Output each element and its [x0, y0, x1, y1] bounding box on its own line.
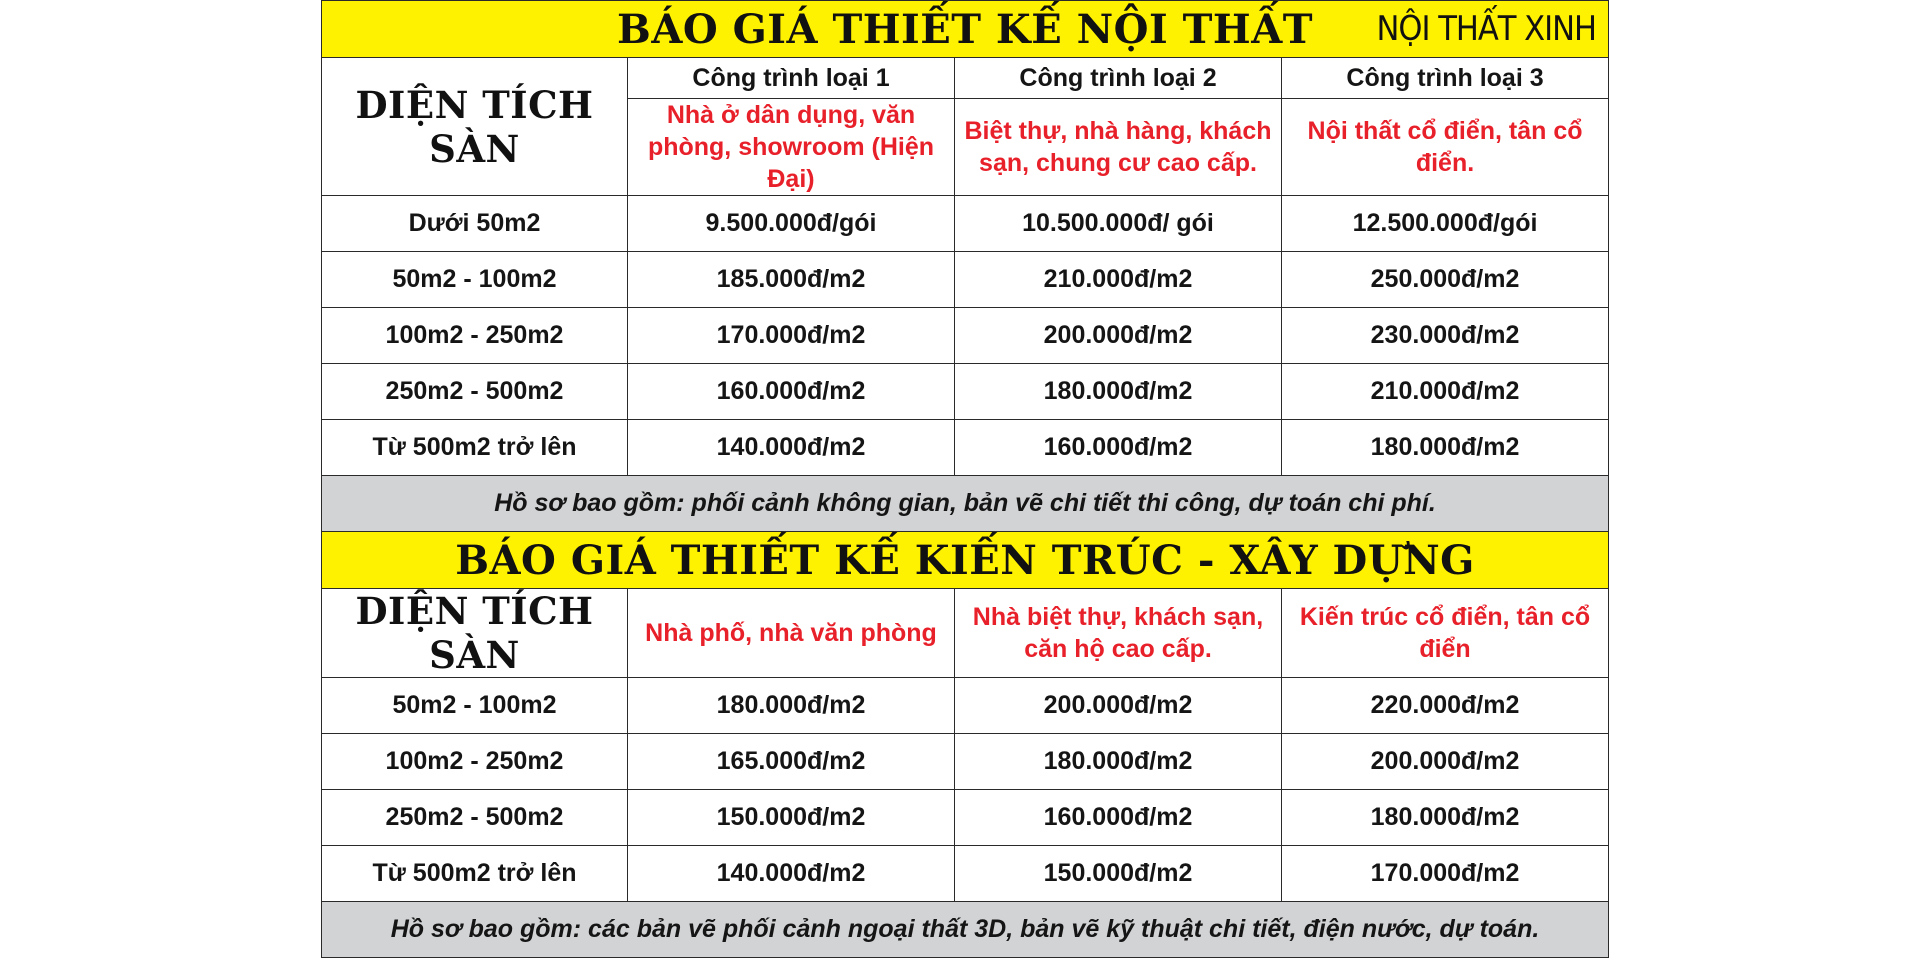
- area-cell: 250m2 - 500m2: [321, 363, 628, 420]
- price-cell: 160.000đ/m2: [954, 419, 1282, 476]
- area-cell: Từ 500m2 trở lên: [321, 419, 628, 476]
- architecture-desc-2: Nhà biệt thự, khách sạn, căn hộ cao cấp.: [954, 588, 1282, 678]
- price-cell: 9.500.000đ/gói: [627, 195, 955, 252]
- interior-type-2: Công trình loại 2: [954, 57, 1282, 99]
- price-cell: 200.000đ/m2: [954, 307, 1282, 364]
- price-cell: 180.000đ/m2: [954, 363, 1282, 420]
- price-sheet: BÁO GIÁ THIẾT KẾ NỘI THẤT NỘI THẤT XINH …: [320, 0, 1610, 958]
- area-cell: 50m2 - 100m2: [321, 677, 628, 734]
- architecture-desc-row: DIỆN TÍCH SÀN Nhà phố, nhà văn phòng Nhà…: [321, 588, 1610, 678]
- price-cell: 180.000đ/m2: [1280, 789, 1610, 846]
- interior-type-3: Công trình loại 3: [1280, 57, 1610, 99]
- interior-desc-1: Nhà ở dân dụng, văn phòng, showroom (Hiệ…: [627, 98, 955, 196]
- price-cell: 160.000đ/m2: [627, 363, 955, 420]
- table-row: 250m2 - 500m2 150.000đ/m2 160.000đ/m2 18…: [321, 789, 1610, 846]
- price-cell: 200.000đ/m2: [954, 677, 1282, 734]
- interior-desc-3: Nội thất cổ điển, tân cổ điển.: [1280, 98, 1610, 196]
- table-row: 250m2 - 500m2 160.000đ/m2 180.000đ/m2 21…: [321, 363, 1610, 420]
- architecture-title: BÁO GIÁ THIẾT KẾ KIẾN TRÚC - XÂY DỰNG: [455, 536, 1475, 584]
- architecture-note: Hồ sơ bao gồm: các bản vẽ phối cảnh ngoạ…: [320, 901, 1610, 958]
- area-cell: Dưới 50m2: [321, 195, 628, 252]
- interior-title-row: BÁO GIÁ THIẾT KẾ NỘI THẤT NỘI THẤT XINH: [320, 0, 1610, 58]
- price-cell: 230.000đ/m2: [1280, 307, 1610, 364]
- table-row: Từ 500m2 trở lên 140.000đ/m2 160.000đ/m2…: [321, 419, 1610, 476]
- interior-note: Hồ sơ bao gồm: phối cảnh không gian, bản…: [320, 475, 1610, 532]
- table-row: Từ 500m2 trở lên 140.000đ/m2 150.000đ/m2…: [321, 845, 1610, 902]
- price-cell: 150.000đ/m2: [954, 845, 1282, 902]
- area-cell: 250m2 - 500m2: [321, 789, 628, 846]
- interior-type-1: Công trình loại 1: [627, 57, 955, 99]
- table-row: 100m2 - 250m2 165.000đ/m2 180.000đ/m2 20…: [321, 733, 1610, 790]
- price-cell: 12.500.000đ/gói: [1280, 195, 1610, 252]
- price-cell: 170.000đ/m2: [1280, 845, 1610, 902]
- table-row: 50m2 - 100m2 185.000đ/m2 210.000đ/m2 250…: [321, 251, 1610, 308]
- price-cell: 200.000đ/m2: [1280, 733, 1610, 790]
- price-cell: 160.000đ/m2: [954, 789, 1282, 846]
- price-cell: 180.000đ/m2: [1280, 419, 1610, 476]
- interior-desc-row: Nhà ở dân dụng, văn phòng, showroom (Hiệ…: [322, 98, 1610, 196]
- area-cell: 50m2 - 100m2: [321, 251, 628, 308]
- price-cell: 220.000đ/m2: [1280, 677, 1610, 734]
- interior-note-row: Hồ sơ bao gồm: phối cảnh không gian, bản…: [320, 475, 1610, 532]
- brand-logo: NỘI THẤT XINH: [1376, 9, 1598, 49]
- price-cell: 140.000đ/m2: [627, 845, 955, 902]
- architecture-desc-1: Nhà phố, nhà văn phòng: [627, 588, 955, 678]
- architecture-desc-3: Kiến trúc cổ điển, tân cổ điển: [1280, 588, 1610, 678]
- price-cell: 170.000đ/m2: [627, 307, 955, 364]
- price-table: BÁO GIÁ THIẾT KẾ NỘI THẤT NỘI THẤT XINH …: [320, 0, 1610, 958]
- price-cell: 165.000đ/m2: [627, 733, 955, 790]
- interior-area-header: DIỆN TÍCH SÀN: [321, 57, 628, 196]
- architecture-title-row: BÁO GIÁ THIẾT KẾ KIẾN TRÚC - XÂY DỰNG: [320, 531, 1610, 589]
- architecture-area-header: DIỆN TÍCH SÀN: [321, 588, 628, 678]
- price-cell: 10.500.000đ/ gói: [954, 195, 1282, 252]
- price-cell: 185.000đ/m2: [627, 251, 955, 308]
- architecture-title-cell: BÁO GIÁ THIẾT KẾ KIẾN TRÚC - XÂY DỰNG: [320, 531, 1610, 589]
- price-cell: 180.000đ/m2: [627, 677, 955, 734]
- price-cell: 150.000đ/m2: [627, 789, 955, 846]
- table-row: 50m2 - 100m2 180.000đ/m2 200.000đ/m2 220…: [321, 677, 1610, 734]
- interior-type-row: DIỆN TÍCH SÀN Công trình loại 1 Công trì…: [321, 57, 1610, 196]
- interior-title-cell: BÁO GIÁ THIẾT KẾ NỘI THẤT NỘI THẤT XINH: [320, 0, 1610, 58]
- interior-desc-2: Biệt thự, nhà hàng, khách sạn, chung cư …: [954, 98, 1282, 196]
- area-cell: Từ 500m2 trở lên: [321, 845, 628, 902]
- table-row: 100m2 - 250m2 170.000đ/m2 200.000đ/m2 23…: [321, 307, 1610, 364]
- price-cell: 140.000đ/m2: [627, 419, 955, 476]
- price-cell: 250.000đ/m2: [1280, 251, 1610, 308]
- architecture-note-row: Hồ sơ bao gồm: các bản vẽ phối cảnh ngoạ…: [320, 901, 1610, 958]
- price-cell: 210.000đ/m2: [954, 251, 1282, 308]
- interior-title: BÁO GIÁ THIẾT KẾ NỘI THẤT: [617, 5, 1314, 53]
- price-cell: 180.000đ/m2: [954, 733, 1282, 790]
- area-cell: 100m2 - 250m2: [321, 733, 628, 790]
- area-cell: 100m2 - 250m2: [321, 307, 628, 364]
- table-row: Dưới 50m2 9.500.000đ/gói 10.500.000đ/ gó…: [321, 195, 1610, 252]
- price-cell: 210.000đ/m2: [1280, 363, 1610, 420]
